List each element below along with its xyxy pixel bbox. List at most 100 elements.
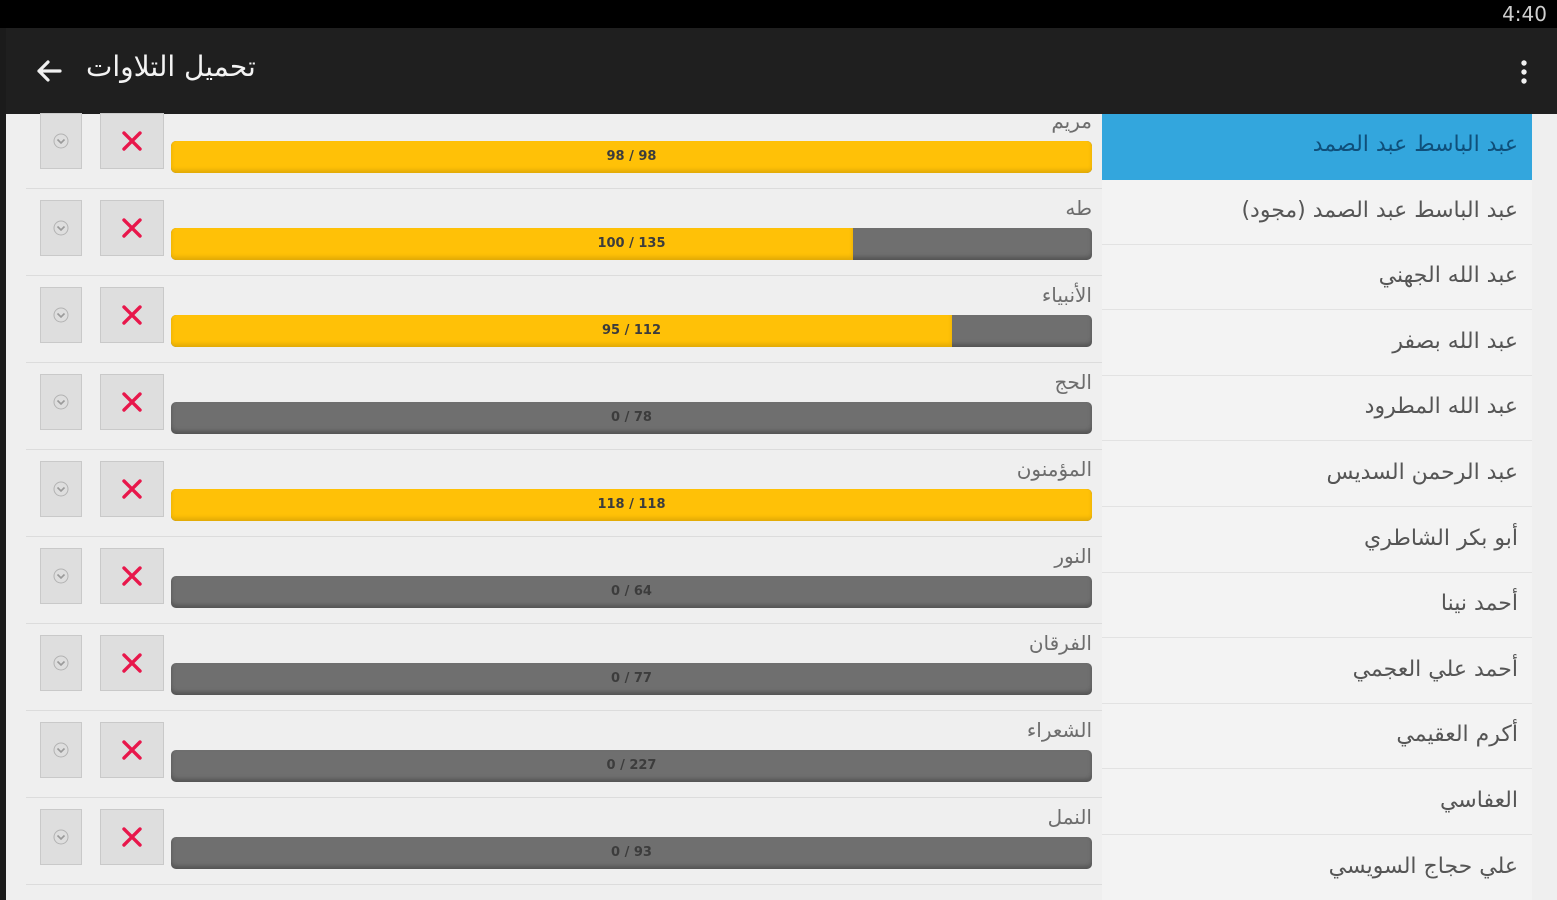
surah-name: المؤمنون — [1016, 457, 1092, 481]
overflow-menu-icon[interactable] — [1509, 52, 1539, 92]
recitation-row: الأنبياء 95 / 112 — [26, 275, 1106, 363]
chevron-down-icon — [53, 220, 69, 236]
download-progress-bar[interactable]: 0 / 227 — [171, 750, 1092, 782]
delete-button[interactable] — [100, 287, 164, 343]
delete-button[interactable] — [100, 635, 164, 691]
surah-name: مريم — [1051, 109, 1092, 133]
chevron-down-icon — [53, 307, 69, 323]
reciter-label: أبو بكر الشاطري — [1363, 526, 1518, 551]
surah-name: النور — [1054, 544, 1092, 568]
close-icon — [122, 479, 142, 499]
reciter-label: العفاسي — [1439, 788, 1518, 813]
close-icon — [122, 131, 142, 151]
download-progress-bar[interactable]: 100 / 135 — [171, 228, 1092, 260]
reciter-label: أحمد علي العجمي — [1352, 657, 1518, 682]
close-icon — [122, 392, 142, 412]
recitation-row: مريم 98 / 98 — [26, 101, 1106, 189]
progress-fill — [171, 315, 953, 347]
reciter-list: عبد الباسط عبد الصمد عبد الباسط عبد الصمد… — [1102, 114, 1532, 900]
expand-button[interactable] — [40, 635, 82, 691]
chevron-down-icon — [53, 481, 69, 497]
progress-count: 118 / 118 — [597, 497, 666, 512]
recitation-row: الحج 0 / 78 — [26, 362, 1106, 450]
reciter-item[interactable]: عبد الله المطرود — [1102, 376, 1532, 441]
surah-name: الحج — [1054, 370, 1092, 394]
close-icon — [122, 305, 142, 325]
delete-button[interactable] — [100, 722, 164, 778]
expand-button[interactable] — [40, 809, 82, 865]
progress-fill — [171, 228, 854, 260]
progress-fill — [171, 489, 1092, 521]
content-area: مريم 98 / 98 طه 100 / 135 الأنبياء 95 / 112 ال… — [6, 109, 1557, 900]
reciter-item[interactable]: العفاسي — [1102, 770, 1532, 835]
download-progress-bar[interactable]: 0 / 93 — [171, 837, 1092, 869]
recitation-row: الفرقان 0 / 77 — [26, 623, 1106, 711]
delete-button[interactable] — [100, 374, 164, 430]
surah-name: الشعراء — [1026, 718, 1092, 742]
surah-name: الفرقان — [1028, 631, 1092, 655]
close-icon — [122, 827, 142, 847]
app-window: تحميل التلاوات مريم 98 / 98 طه 100 / 135 الأ… — [6, 28, 1557, 900]
close-icon — [122, 566, 142, 586]
surah-name: النمل — [1047, 805, 1092, 829]
reciter-item[interactable]: عبد الله بصفر — [1102, 311, 1532, 376]
recitation-row: طه 100 / 135 — [26, 188, 1106, 276]
download-progress-bar[interactable]: 0 / 64 — [171, 576, 1092, 608]
back-arrow-icon[interactable] — [32, 54, 66, 88]
progress-count: 98 / 98 — [606, 149, 657, 164]
download-progress-bar[interactable]: 95 / 112 — [171, 315, 1092, 347]
delete-button[interactable] — [100, 548, 164, 604]
reciter-item[interactable]: عبد الباسط عبد الصمد (مجود) — [1102, 180, 1532, 245]
expand-button[interactable] — [40, 722, 82, 778]
progress-count: 0 / 77 — [611, 671, 652, 686]
progress-count: 0 / 227 — [606, 758, 657, 773]
reciter-label: عبد الله بصفر — [1392, 329, 1518, 354]
expand-button[interactable] — [40, 113, 82, 169]
reciter-label: أكرم العقيمي — [1396, 722, 1518, 747]
reciter-item[interactable]: أحمد علي العجمي — [1102, 639, 1532, 704]
surah-name: طه — [1065, 196, 1092, 220]
download-progress-bar[interactable]: 118 / 118 — [171, 489, 1092, 521]
reciter-item[interactable]: عبد الرحمن السديس — [1102, 442, 1532, 507]
reciter-item[interactable]: عبد الله الجهني — [1102, 245, 1532, 310]
reciter-label: عبد الله الجهني — [1378, 263, 1518, 288]
recitation-row: الشعراء 0 / 227 — [26, 710, 1106, 798]
expand-button[interactable] — [40, 287, 82, 343]
recitation-row: النور 0 / 64 — [26, 536, 1106, 624]
chevron-down-icon — [53, 742, 69, 758]
download-progress-bar[interactable]: 0 / 78 — [171, 402, 1092, 434]
progress-count: 100 / 135 — [597, 236, 666, 251]
delete-button[interactable] — [100, 113, 164, 169]
expand-button[interactable] — [40, 200, 82, 256]
status-time: 4:40 — [1502, 2, 1547, 26]
chevron-down-icon — [53, 655, 69, 671]
reciter-item[interactable]: أكرم العقيمي — [1102, 704, 1532, 769]
expand-button[interactable] — [40, 374, 82, 430]
chevron-down-icon — [53, 133, 69, 149]
download-progress-bar[interactable]: 98 / 98 — [171, 141, 1092, 173]
delete-button[interactable] — [100, 809, 164, 865]
reciter-label: علي حجاج السويسي — [1328, 854, 1518, 879]
expand-button[interactable] — [40, 548, 82, 604]
reciter-item[interactable]: أبو بكر الشاطري — [1102, 508, 1532, 573]
progress-count: 0 / 93 — [611, 845, 652, 860]
progress-count: 0 / 64 — [611, 584, 652, 599]
recitation-row: النمل 0 / 93 — [26, 797, 1106, 885]
progress-count: 95 / 112 — [601, 323, 662, 338]
download-progress-bar[interactable]: 0 / 77 — [171, 663, 1092, 695]
reciter-item[interactable]: عبد الباسط عبد الصمد — [1102, 114, 1532, 180]
close-icon — [122, 218, 142, 238]
delete-button[interactable] — [100, 461, 164, 517]
close-icon — [122, 653, 142, 673]
reciter-item[interactable]: أحمد نينا — [1102, 573, 1532, 638]
page-title: تحميل التلاوات — [86, 50, 256, 83]
reciter-label: عبد الرحمن السديس — [1326, 460, 1518, 485]
chevron-down-icon — [53, 394, 69, 410]
expand-button[interactable] — [40, 461, 82, 517]
reciter-label: عبد الله المطرود — [1364, 394, 1518, 419]
reciter-item[interactable]: علي حجاج السويسي — [1102, 836, 1532, 900]
toolbar: تحميل التلاوات — [6, 28, 1557, 114]
chevron-down-icon — [53, 829, 69, 845]
delete-button[interactable] — [100, 200, 164, 256]
reciter-label: أحمد نينا — [1440, 591, 1518, 616]
